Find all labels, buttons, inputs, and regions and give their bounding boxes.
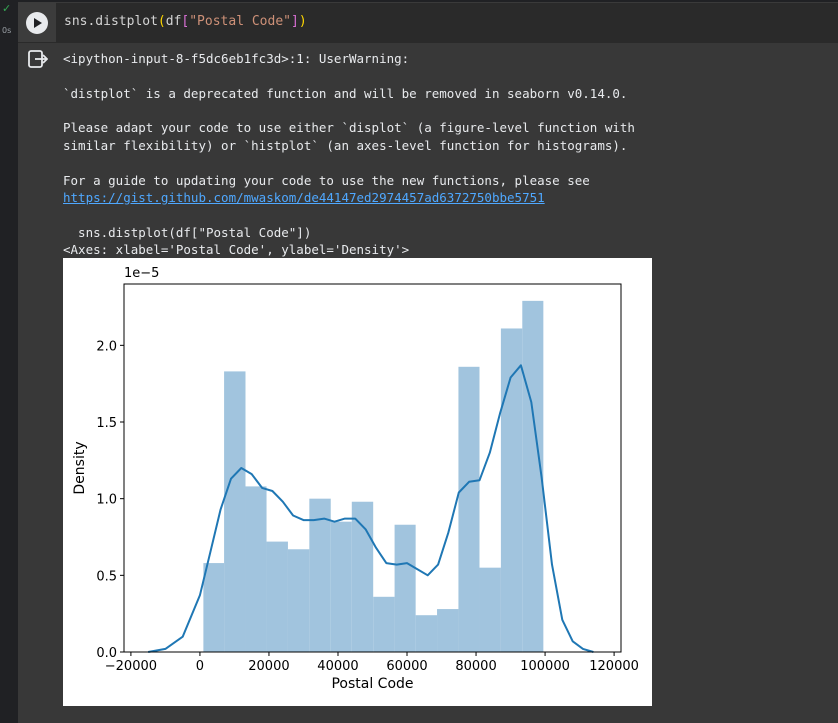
check-icon: ✓ [2,2,12,15]
y-tick-label: 1.5 [96,416,117,431]
warning-header: <ipython-input-8-f5dc6eb1fc3d>:1: UserWa… [63,51,410,66]
histogram-bar-8 [373,596,395,652]
histogram-bar-4 [287,549,310,652]
warning-line-1: `distplot` is a deprecated function and … [63,86,628,101]
kde-line [148,364,594,653]
code-token-paren-close: ) [298,14,307,29]
histogram-bar-6 [330,521,352,652]
x-tick-label: 100000 [520,659,570,674]
code-token-fn: sns.distplot [64,14,158,29]
x-tick-label: 80000 [455,659,496,674]
y-axis-label: Density [72,441,88,494]
histogram-bar-2 [245,486,267,652]
x-axis-label: Postal Code [331,676,413,692]
code-editor[interactable]: sns.distplot(df["Postal Code"]) [64,14,307,29]
code-token-bracket: [ [181,14,190,29]
histogram-bar-14 [500,328,523,652]
code-token-bracket-close: ] [290,14,299,29]
y-tick-label: 1.0 [96,493,117,508]
execution-time: 0s [2,26,12,35]
warning-line-4: For a guide to updating your code to use… [63,173,590,188]
x-tick-label: 20000 [248,659,289,674]
gist-link[interactable]: https://gist.github.com/mwaskom/de44147e… [63,190,545,205]
code-cell[interactable] [18,2,838,44]
x-tick-label: 40000 [317,659,358,674]
x-tick-label: 0 [196,659,204,674]
histogram-bar-1 [224,371,246,652]
play-icon [34,18,42,28]
histogram-bar-12 [458,366,480,652]
code-token-string: "Postal Code" [189,14,291,29]
output-redirect-icon[interactable] [28,50,48,68]
warning-line-2: Please adapt your code to use either `di… [63,120,635,135]
histogram-bar-0 [203,563,225,652]
distplot-chart: −20000 0 20000 40000 60000 80000 100000 120000 0… [72,266,639,692]
x-tick-label: −20000 [105,659,157,674]
warning-line-3: similar flexibility) or `histplot` (an a… [63,138,628,153]
y-tick-label: 0.5 [96,569,117,584]
axes-repr: <Axes: xlabel='Postal Code', ylabel='Den… [63,242,410,257]
axes-frame [123,283,622,653]
run-cell-button[interactable] [26,12,48,34]
histogram-bar-11 [437,609,459,652]
code-token-paren: ( [157,14,166,29]
histogram-bar-7 [351,501,374,652]
histogram-bar-13 [479,567,501,652]
histogram-bar-15 [522,300,544,652]
left-gutter [0,0,18,723]
plot-image: −20000 0 20000 40000 60000 80000 100000 120000 0… [63,258,652,706]
y-tick-label: 2.0 [96,339,117,354]
histogram-bar-5 [309,498,331,652]
histogram-bar-10 [415,615,438,652]
x-tick-label: 60000 [386,659,427,674]
histogram-bar-9 [394,524,416,652]
warning-link-line: https://gist.github.com/mwaskom/de44147e… [63,189,545,206]
histogram-bar-3 [266,541,288,652]
x-tick-label: 120000 [589,659,639,674]
source-line: sns.distplot(df["Postal Code"]) [63,225,312,240]
y-offset-label: 1e−5 [124,266,159,281]
y-tick-label: 0.0 [96,646,117,661]
code-token-df: df [165,14,182,29]
